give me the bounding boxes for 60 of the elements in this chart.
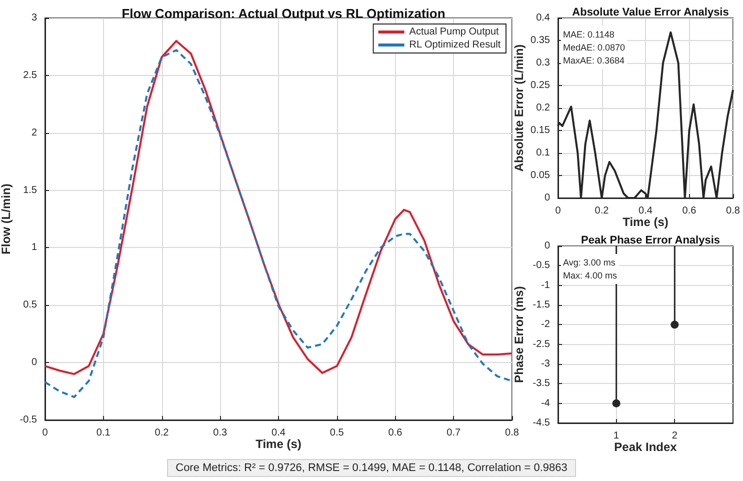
x-tick-label: 0.8	[505, 428, 520, 438]
y-tick-label: 0.25	[530, 80, 550, 91]
y-tick-label: -2	[541, 319, 550, 330]
x-tick-label: 0.4	[272, 428, 286, 438]
x-tick-label: 1	[614, 430, 620, 442]
y-tick-label: -0.5	[20, 414, 38, 426]
x-tick-label: 0.3	[213, 428, 228, 438]
x-tick-label: 2	[672, 430, 678, 442]
x-tick-label: 0.5	[330, 428, 344, 438]
y-tick-label: 0	[544, 192, 550, 204]
y-tick-label: -4	[541, 398, 550, 409]
chart-title: Flow Comparison: Actual Output vs RL Optimization	[122, 6, 446, 21]
annotation: MedAE: 0.0870	[563, 42, 626, 52]
x-tick-label: 0	[555, 206, 562, 216]
y-tick-label: 2.5	[23, 70, 38, 81]
x-tick-label: 0.6	[388, 428, 403, 438]
y-tick-label: 1	[31, 242, 38, 254]
legend-label: Actual Pump Output	[409, 26, 500, 38]
y-tick-label: 2	[31, 127, 38, 138]
y-tick-label: -3.5	[532, 378, 550, 390]
y-tick-label: 1.5	[23, 184, 38, 196]
annotation: MaxAE: 0.3684	[563, 56, 625, 66]
y-tick-label: 0.2	[536, 102, 550, 114]
y-axis-title: Phase Error (ms)	[512, 286, 526, 383]
y-tick-label: 0	[31, 357, 38, 368]
y-tick-label: 0.5	[23, 300, 38, 311]
x-tick-label: 0.2	[154, 428, 170, 438]
y-tick-label: 0.4	[536, 12, 550, 24]
x-tick-label: 0.4	[638, 206, 653, 216]
legend-label: RL Optimized Result	[409, 40, 501, 50]
x-axis-title: Peak Index	[614, 440, 678, 454]
x-tick-label: 0.2	[594, 206, 610, 216]
x-axis-title: Time (s)	[256, 437, 302, 451]
y-tick-label: 0.15	[530, 125, 550, 136]
y-tick-label: -1.5	[532, 300, 550, 310]
text: Core Metrics: R² = 0.9726, RMSE = 0.1499, MAE = 0.1148, Correlation = 0.9863	[166, 459, 576, 477]
y-tick-label: 0.1	[536, 148, 550, 158]
y-tick-label: -0.5	[532, 260, 550, 272]
y-tick-label: -4.5	[532, 418, 550, 428]
y-axis-title: Absolute Error (L/min)	[512, 44, 526, 172]
y-tick-label: 3	[31, 12, 38, 24]
y-tick-label: 0.3	[536, 58, 550, 68]
y-tick-label: 0	[544, 240, 550, 252]
y-tick-label: -2.5	[532, 338, 550, 350]
x-tick-label: 0.6	[682, 206, 697, 216]
x-tick-label: 0.1	[96, 428, 111, 438]
x-tick-label: 0	[42, 428, 48, 438]
chart-title: Peak Phase Error Analysis	[580, 234, 720, 246]
y-tick-label: 0.05	[530, 170, 550, 181]
annotation: Max: 4.00 ms	[563, 270, 618, 280]
x-axis-title: Time (s)	[622, 215, 668, 229]
annotation: Avg: 3.00 ms	[563, 258, 616, 268]
x-tick-label: 0.8	[726, 206, 740, 216]
y-tick-label: -3	[541, 358, 550, 370]
y-tick-label: -1	[541, 280, 550, 291]
x-tick-label: 0.7	[446, 428, 462, 438]
annotation: MAE: 0.1148	[563, 30, 614, 40]
y-axis-title: Flow (L/min)	[0, 184, 13, 254]
y-tick-label: 0.35	[530, 35, 550, 46]
chart-title: Absolute Value Error Analysis	[572, 6, 729, 18]
